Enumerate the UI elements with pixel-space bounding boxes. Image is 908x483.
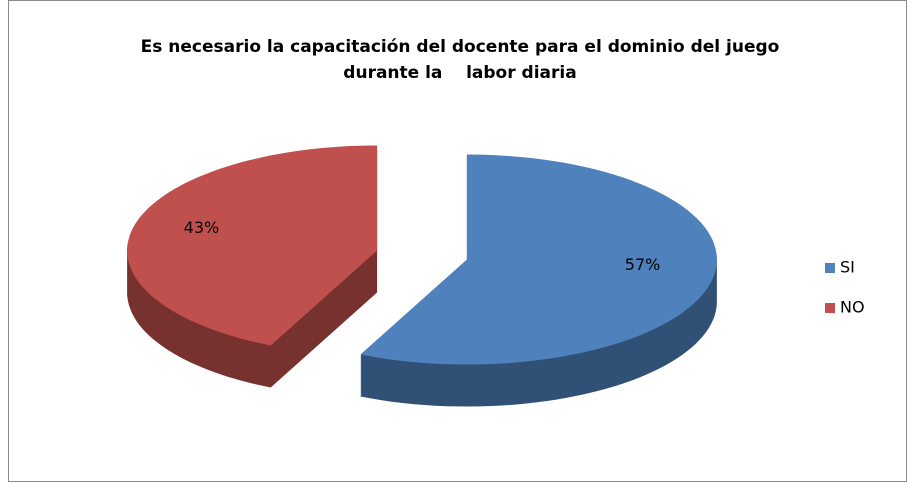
chart-title: Es necesario la capacitación del docente…: [141, 37, 780, 57]
legend-label: NO: [840, 298, 865, 317]
slice: [360, 154, 717, 365]
data-label: 57%: [625, 255, 661, 274]
chart-title: durante la labor diaria: [343, 63, 576, 83]
legend-label: SI: [840, 258, 855, 277]
legend-swatch: [825, 263, 835, 273]
slice: [127, 145, 378, 346]
data-label: 43%: [184, 218, 220, 237]
legend-swatch: [825, 303, 835, 313]
